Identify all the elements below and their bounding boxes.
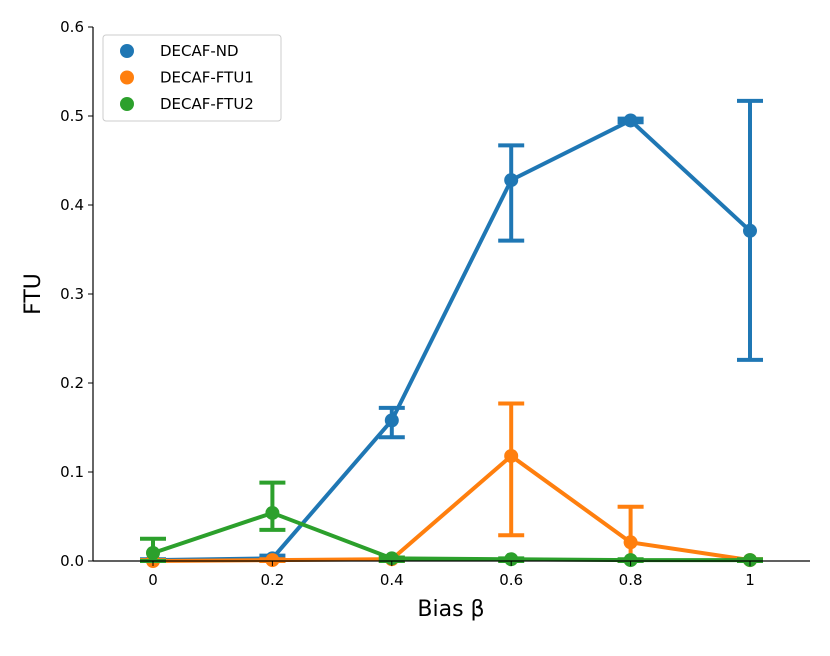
y-tick-label: 0.5	[60, 107, 84, 125]
data-point	[743, 223, 757, 238]
y-tick-label: 0.2	[60, 374, 84, 392]
series-decaf-ftu1	[140, 401, 763, 568]
x-tick-label: 0	[148, 571, 158, 589]
legend-label: DECAF-ND	[160, 42, 239, 60]
data-point	[384, 413, 399, 428]
x-tick-label: 1	[745, 571, 755, 589]
data-point	[146, 545, 160, 560]
series-decaf-nd	[140, 98, 763, 568]
data-point	[623, 553, 638, 568]
x-tick-label: 0.8	[619, 571, 643, 589]
data-point	[504, 448, 519, 463]
data-point	[265, 505, 280, 520]
data-point	[743, 553, 757, 568]
y-tick-label: 0.1	[60, 463, 84, 481]
legend-marker	[120, 44, 134, 58]
x-tick-label: 0.4	[380, 571, 404, 589]
data-point	[623, 113, 638, 128]
data-point	[504, 173, 519, 188]
y-tick-label: 0.4	[60, 196, 84, 214]
legend-label: DECAF-FTU2	[160, 95, 254, 113]
y-tick-label: 0.6	[60, 18, 84, 36]
series-line	[152, 453, 751, 563]
data-point	[623, 535, 638, 550]
series-decaf-ftu2	[140, 480, 763, 568]
y-tick-label: 0.3	[60, 285, 84, 303]
series-line	[152, 118, 752, 563]
legend-label: DECAF-FTU1	[160, 69, 254, 87]
x-tick-label: 0.2	[260, 571, 284, 589]
data-point	[265, 553, 280, 568]
x-tick-label: 0.6	[499, 571, 523, 589]
series-line	[152, 510, 750, 563]
legend: DECAF-ND DECAF-FTU1 DECAF-FTU2	[102, 34, 282, 122]
data-point	[504, 552, 519, 567]
data-point	[384, 551, 399, 566]
x-axis-label: Bias β	[417, 597, 484, 622]
legend-marker	[120, 70, 134, 85]
y-axis-label: FTU	[21, 273, 46, 315]
y-tick-label: 0.0	[60, 552, 84, 570]
legend-marker	[120, 97, 134, 111]
